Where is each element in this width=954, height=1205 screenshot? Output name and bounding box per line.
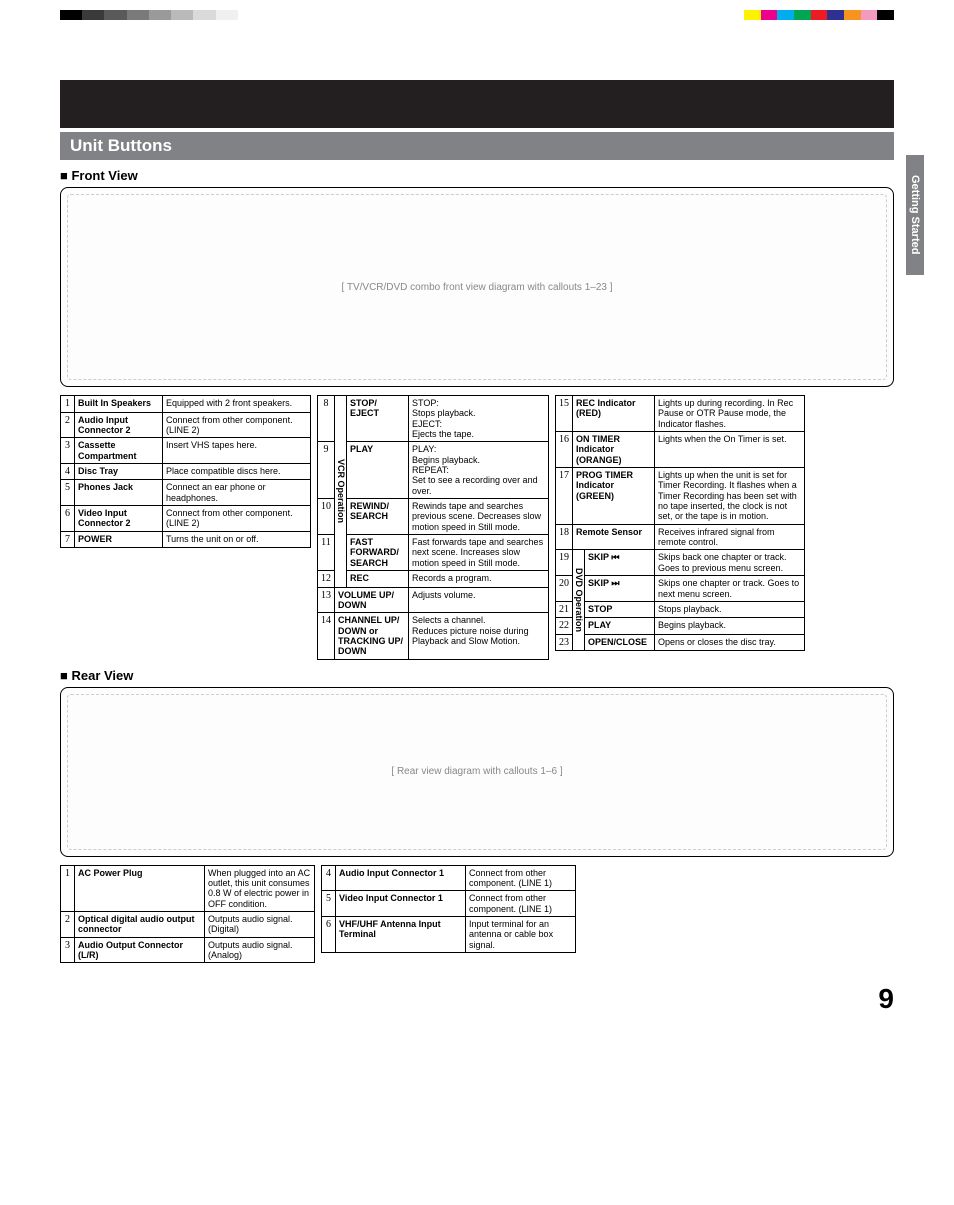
- header-black-band: [60, 80, 894, 128]
- rear-diagram-placeholder: [ Rear view diagram with callouts 1–6 ]: [67, 694, 887, 850]
- page-number: 9: [60, 983, 894, 1015]
- side-tab: Getting Started: [906, 155, 924, 275]
- front-view-heading: Front View: [60, 168, 894, 183]
- front-diagram-placeholder: [ TV/VCR/DVD combo front view diagram wi…: [67, 194, 887, 380]
- front-table-2: 8VCR OperationSTOP/ EJECTSTOP:Stops play…: [317, 395, 549, 660]
- rear-table-2: 4Audio Input Connector 1Connect from oth…: [321, 865, 576, 953]
- front-tables-row: 1Built In SpeakersEquipped with 2 front …: [60, 395, 894, 660]
- rear-view-diagram: [ Rear view diagram with callouts 1–6 ]: [60, 687, 894, 857]
- section-title: Unit Buttons: [60, 132, 894, 160]
- rear-tables-row: 1AC Power PlugWhen plugged into an AC ou…: [60, 865, 894, 964]
- front-table-1: 1Built In SpeakersEquipped with 2 front …: [60, 395, 311, 548]
- rear-view-heading: Rear View: [60, 668, 894, 683]
- front-table-3: 15REC Indicator (RED)Lights up during re…: [555, 395, 805, 651]
- print-color-bar-right: [744, 10, 894, 20]
- print-color-bar-left: [60, 10, 260, 20]
- front-view-diagram: [ TV/VCR/DVD combo front view diagram wi…: [60, 187, 894, 387]
- rear-table-1: 1AC Power PlugWhen plugged into an AC ou…: [60, 865, 315, 964]
